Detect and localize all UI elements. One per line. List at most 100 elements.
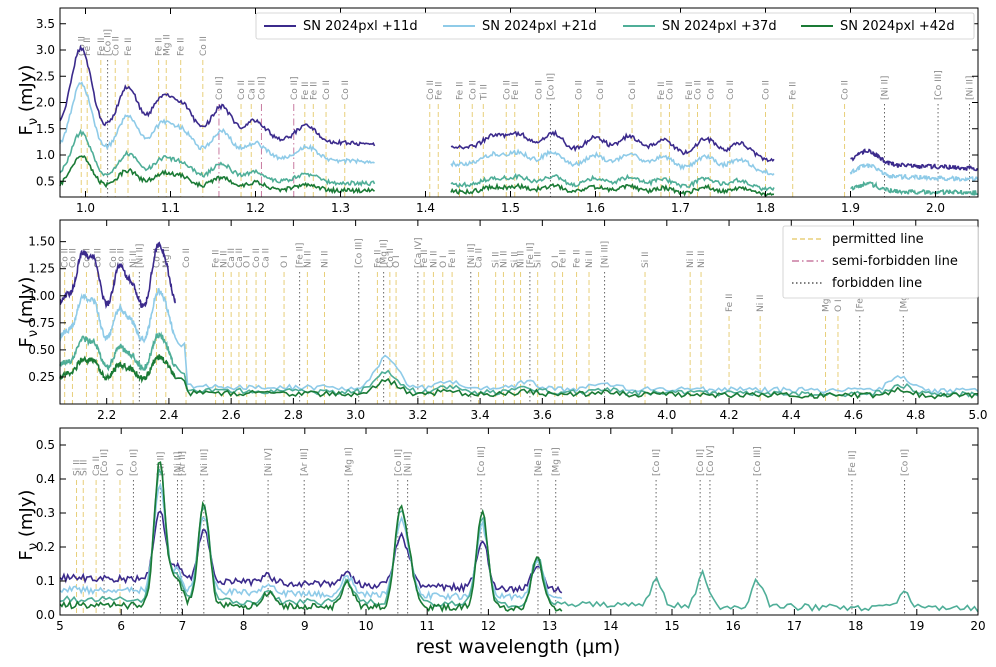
line-id-label: [Fe II] [848, 451, 858, 476]
line-id-label: Co II [152, 248, 162, 268]
panel-frame [59, 427, 979, 616]
line-id-label: Co II [665, 80, 675, 100]
x-tick-label: 3.4 [471, 408, 490, 422]
line-id-label: Co II [182, 248, 192, 268]
line-id-label: [Co II] [100, 449, 110, 476]
series-line-p3 [59, 482, 563, 602]
series-line-p3 [59, 510, 563, 594]
y-tick-label: 2.0 [36, 96, 55, 110]
line-id-label: Fe II [373, 250, 383, 268]
series-line-p1 [59, 81, 375, 165]
axes-frames [59, 7, 979, 616]
line-id-label: Fe II [434, 82, 444, 100]
x-tick-label: 8 [240, 619, 248, 633]
line-id-label: Ni II [686, 251, 696, 268]
line-id-label: Ca II [475, 248, 485, 268]
line-id-label: Fe II [124, 38, 134, 56]
series-line-p1 [850, 148, 979, 172]
line-id-label: Ca II [247, 80, 257, 100]
axis-tick-labels: 1.0 1.1 1.2 1.3 1.4 1.5 1.6 1.7 1.8 1.9 2.0 0.5 1.0 1… [28, 17, 987, 633]
line-id-label: Fe II [725, 294, 735, 312]
line-id-label: Co II [386, 248, 396, 268]
line-id-label: [Ni II] [966, 76, 976, 100]
y-tick-label: 0.25 [28, 370, 55, 384]
x-tick-label: 4.4 [782, 408, 801, 422]
line-id-label: Fe II [789, 82, 799, 100]
x-tick-label: 4.0 [657, 408, 676, 422]
y-axis-title: Fν (mJy) Fν (mJy) Fν (mJy) [16, 65, 41, 561]
line-id-label: [Ni II] [404, 452, 414, 476]
x-tick-label: 4.6 [844, 408, 863, 422]
x-tick-label: 2.8 [284, 408, 303, 422]
x-tick-label: 2.4 [159, 408, 178, 422]
line-id-label: Co II [726, 80, 736, 100]
y-tick-label: 0.0 [36, 608, 55, 622]
line-id-label: Mg II [162, 34, 172, 56]
line-id-label: [Co II] [652, 449, 662, 476]
series-line-p1 [450, 172, 775, 192]
line-id-label: Ni II [585, 251, 595, 268]
line-id-label: Ca II [261, 248, 271, 268]
line-id-label: Mg II [162, 246, 172, 268]
line-id-label: [Fe II] [526, 243, 536, 268]
x-tick-label: 6 [117, 619, 125, 633]
line-id-label: Fe II [83, 38, 93, 56]
series-line-p1 [59, 128, 376, 188]
line-id-label: [Co II] [394, 449, 404, 476]
svg-text:Fν (mJy): Fν (mJy) [16, 65, 41, 136]
line-id-label: Fe II [448, 250, 458, 268]
series-line-p1 [450, 182, 775, 197]
line-id-label: Fe II [456, 82, 466, 100]
line-id-label: [Ca IV] [414, 238, 424, 269]
line-id-label: O I [392, 255, 402, 268]
line-id-label: [Co II] [104, 29, 114, 56]
line-id-label: Co II [762, 80, 772, 100]
line-id-label: Co II [117, 248, 127, 268]
line-id-label: [Co III] [934, 70, 944, 100]
x-tick-label: 2.0 [926, 201, 945, 215]
line-id-label: [Ar II] [178, 451, 188, 476]
line-id-label: Co II [111, 36, 121, 56]
line-id-label: [Ar III] [300, 448, 310, 476]
series-line-p2 [59, 354, 176, 384]
line-id-label: Co II [596, 80, 606, 100]
x-tick-label: 5 [56, 619, 64, 633]
x-tick-label: 1.9 [841, 201, 860, 215]
line-id-label: Mg II [822, 290, 832, 312]
line-id-label: [Ni III] [200, 449, 210, 476]
line-id-label: O I [439, 255, 449, 268]
line-id-label: Ca II [227, 248, 237, 268]
panel-frame [59, 219, 979, 405]
y-tick-label: 3.0 [36, 43, 55, 57]
line-id-label: Co II [694, 80, 704, 100]
x-tick-label: 4.8 [906, 408, 925, 422]
x-tick-label: 17 [787, 619, 802, 633]
x-tick-label: 1.4 [416, 201, 435, 215]
legend-label-forbidden: forbidden line [832, 276, 922, 291]
line-id-label: Co II] [290, 77, 300, 100]
x-tick-label: 1.1 [161, 201, 180, 215]
line-id-label: Co II [841, 80, 851, 100]
series-line-p1 [850, 180, 979, 196]
line-id-label: Co II [237, 80, 247, 100]
line-id-label: [Co III] [753, 446, 763, 476]
legend-label-11d: SN 2024pxl +11d [303, 19, 418, 34]
line-id-label: Fe II [573, 250, 583, 268]
x-tick-label: 15 [664, 619, 679, 633]
y-tick-label: 0.5 [36, 174, 55, 188]
line-id-label: Co II [252, 248, 262, 268]
line-id-label: O I [280, 255, 290, 268]
line-id-label: Ni II [697, 251, 707, 268]
line-id-label: Fe II [301, 82, 311, 100]
line-id-label: Co II [341, 80, 351, 100]
y-tick-label: 0.50 [28, 343, 55, 357]
line-id-label: Ni II [517, 251, 527, 268]
y-tick-label: 1.00 [28, 289, 55, 303]
x-tick-label: 1.6 [586, 201, 605, 215]
line-id-label: [Co III] [477, 446, 487, 476]
line-id-label: Co II [199, 36, 209, 56]
series-line-p2 [59, 241, 176, 310]
y-tick-label: 1.50 [28, 235, 55, 249]
line-id-label: [Co II] [901, 449, 911, 476]
